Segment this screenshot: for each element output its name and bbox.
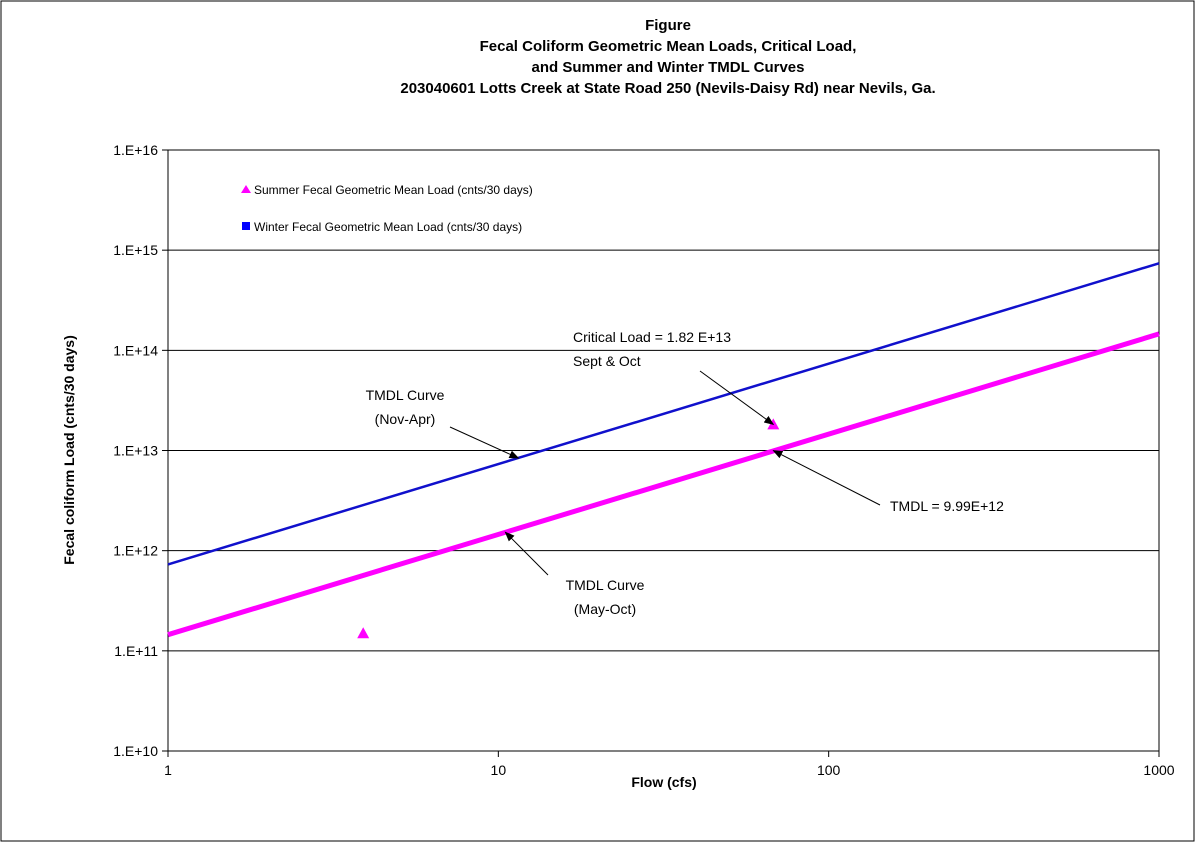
title-line: 203040601 Lotts Creek at State Road 250 … (400, 80, 935, 97)
legend-marker-summer (241, 185, 251, 193)
x-tick-label: 1000 (1143, 762, 1174, 778)
y-tick-label: 1.E+11 (114, 643, 158, 659)
annotation-arrow (772, 450, 881, 506)
winter-curve-line (167, 262, 1160, 566)
series-layer (167, 262, 1160, 639)
x-tick-label: 100 (817, 762, 841, 778)
y-tick-label: 1.E+15 (113, 242, 158, 258)
x-tick-label: 1 (164, 762, 172, 778)
summer-data-point (357, 627, 370, 639)
annotation-arrow (504, 531, 549, 576)
annotation-arrow (449, 426, 520, 459)
y-tick-label: 1.E+14 (113, 342, 158, 358)
title-line: Figure (645, 17, 691, 34)
annotation-text: (Nov-Apr) (375, 411, 436, 427)
y-tick-label: 1.E+12 (113, 543, 158, 559)
x-axis-label: Flow (cfs) (631, 774, 696, 790)
y-tick-label: 1.E+13 (113, 443, 158, 459)
annotation-text: TMDL = 9.99E+12 (890, 498, 1004, 514)
legend: Summer Fecal Geometric Mean Load (cnts/3… (241, 183, 533, 234)
annotation-text: Critical Load = 1.82 E+13 (573, 329, 731, 345)
annotation-arrow (699, 370, 775, 426)
x-axis-ticks: 1 10 100 1000 (164, 751, 1175, 778)
title-line: Fecal Coliform Geometric Mean Loads, Cri… (480, 38, 857, 55)
annotation-text: TMDL Curve (566, 577, 645, 593)
y-axis-ticks: 1.E+10 1.E+11 1.E+12 1.E+13 1.E+14 1.E+15 1.E+… (113, 142, 168, 759)
gridlines (168, 249, 1159, 652)
legend-label-winter: Winter Fecal Geometric Mean Load (cnts/3… (254, 220, 522, 234)
y-axis-label: Fecal coliform Load (cnts/30 days) (61, 335, 77, 565)
legend-marker-winter (242, 222, 250, 230)
y-tick-label: 1.E+10 (113, 743, 158, 759)
annotation-text: TMDL Curve (366, 387, 445, 403)
annotation-text: (May-Oct) (574, 601, 636, 617)
annotation-text: Sept & Oct (573, 353, 641, 369)
annotations: TMDL Curve (Nov-Apr) Critical Load = 1.82 … (366, 329, 1005, 617)
legend-label-summer: Summer Fecal Geometric Mean Load (cnts/3… (254, 183, 533, 197)
x-tick-label: 10 (491, 762, 507, 778)
summer-curve-line (167, 331, 1160, 638)
y-tick-label: 1.E+16 (113, 142, 158, 158)
title-line: and Summer and Winter TMDL Curves (532, 59, 805, 76)
chart-title: Figure Fecal Coliform Geometric Mean Loa… (400, 17, 935, 97)
